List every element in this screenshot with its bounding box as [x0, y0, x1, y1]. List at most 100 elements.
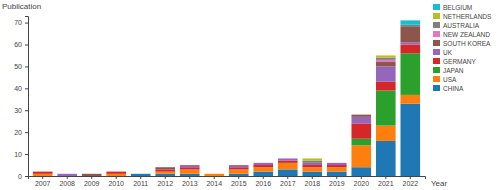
legend-swatch	[433, 76, 440, 82]
bar	[376, 60, 396, 62]
x-tick: 2021	[378, 176, 394, 187]
x-tick-label: 2020	[353, 180, 369, 187]
bar	[351, 115, 371, 117]
y-tick: 30	[14, 107, 28, 114]
x-tick: 2014	[206, 176, 222, 187]
x-tick-label: 2018	[304, 180, 320, 187]
bar	[180, 169, 200, 173]
legend-swatch	[433, 58, 440, 64]
bar	[278, 158, 298, 160]
x-tick-mark	[42, 176, 43, 179]
x-tick: 2008	[59, 176, 75, 187]
x-axis-title: Year	[431, 179, 448, 188]
x-tick-mark	[385, 176, 386, 179]
y-tick-label: 0	[18, 173, 22, 180]
legend: BELGIUMNETHERLANDSAUSTRALIANEW ZEALANDSO…	[433, 4, 492, 92]
bar	[400, 25, 420, 27]
bar	[155, 174, 175, 176]
x-tick-mark	[165, 176, 166, 179]
bar	[155, 172, 175, 174]
bar	[229, 167, 249, 169]
legend-item: BELGIUM	[433, 4, 472, 11]
legend-swatch	[433, 49, 440, 55]
plot: 2007200820092010201120122013201420152016…	[14, 17, 425, 188]
bar	[376, 55, 396, 57]
x-tick-mark	[140, 176, 141, 179]
legend-item: CHINA	[433, 85, 464, 92]
x-tick-mark	[336, 176, 337, 179]
legend-item: USA	[433, 76, 457, 83]
bar	[33, 172, 53, 174]
bar	[400, 95, 420, 104]
legend-label: CHINA	[443, 85, 464, 92]
legend-label: NEW ZEALAND	[443, 31, 490, 38]
bar	[229, 169, 249, 173]
x-tick: 2009	[84, 176, 100, 187]
x-axis: 2007200820092010201120122013201420152016…	[29, 176, 426, 187]
y-axis-line	[25, 17, 29, 177]
bar	[327, 163, 347, 165]
y-tick: 0	[18, 173, 28, 180]
x-tick-label: 2017	[280, 180, 296, 187]
y-tick-label: 50	[14, 63, 22, 70]
legend-item: NEW ZEALAND	[433, 31, 490, 38]
bar	[302, 163, 322, 165]
bar	[400, 53, 420, 95]
x-tick-label: 2019	[329, 180, 345, 187]
x-tick-label: 2008	[59, 180, 75, 187]
bar	[253, 165, 273, 167]
bar	[33, 174, 53, 176]
bar	[106, 174, 126, 176]
bar	[327, 167, 347, 171]
legend-item: AUSTRALIA	[433, 22, 480, 29]
bar	[376, 58, 396, 60]
bar	[82, 174, 102, 176]
legend-swatch	[433, 31, 440, 37]
bar	[351, 167, 371, 176]
bar	[376, 62, 396, 66]
legend-label: AUSTRALIA	[443, 22, 480, 29]
bar	[253, 172, 273, 176]
bar	[376, 126, 396, 141]
y-tick-label: 70	[14, 19, 22, 26]
bar	[57, 174, 77, 176]
x-tick-mark	[287, 176, 288, 179]
y-tick-label: 10	[14, 151, 22, 158]
y-tick: 50	[14, 63, 28, 70]
legend-swatch	[433, 40, 440, 46]
legend-item: SOUTH KOREA	[433, 40, 491, 47]
bar	[180, 167, 200, 169]
bar	[376, 82, 396, 91]
legend-label: UK	[443, 49, 453, 56]
y-tick-mark	[25, 176, 28, 177]
bar	[400, 44, 420, 53]
legend-label: JAPAN	[443, 67, 464, 74]
bar	[302, 165, 322, 167]
bar	[376, 66, 396, 81]
bar	[302, 158, 322, 160]
x-tick-label: 2022	[403, 180, 419, 187]
x-tick: 2012	[157, 176, 173, 187]
x-tick-label: 2010	[108, 180, 124, 187]
y-tick-label: 60	[14, 41, 22, 48]
x-tick-mark	[91, 176, 92, 179]
x-tick-mark	[214, 176, 215, 179]
y-axis: 010203040506070	[14, 17, 28, 180]
x-tick-mark	[361, 176, 362, 179]
bar	[351, 123, 371, 138]
bar	[302, 161, 322, 163]
bar	[351, 139, 371, 146]
bars	[33, 20, 420, 176]
bar	[106, 172, 126, 174]
y-tick-mark	[25, 110, 28, 111]
legend-swatch	[433, 85, 440, 91]
bar	[351, 145, 371, 167]
bar	[400, 42, 420, 44]
y-tick-mark	[25, 23, 28, 24]
bar	[229, 165, 249, 167]
x-tick: 2010	[108, 176, 124, 187]
chart: 2007200820092010201120122013201420152016…	[0, 0, 500, 190]
x-tick: 2018	[304, 176, 320, 187]
x-tick-label: 2013	[182, 180, 198, 187]
legend-label: SOUTH KOREA	[443, 40, 491, 47]
